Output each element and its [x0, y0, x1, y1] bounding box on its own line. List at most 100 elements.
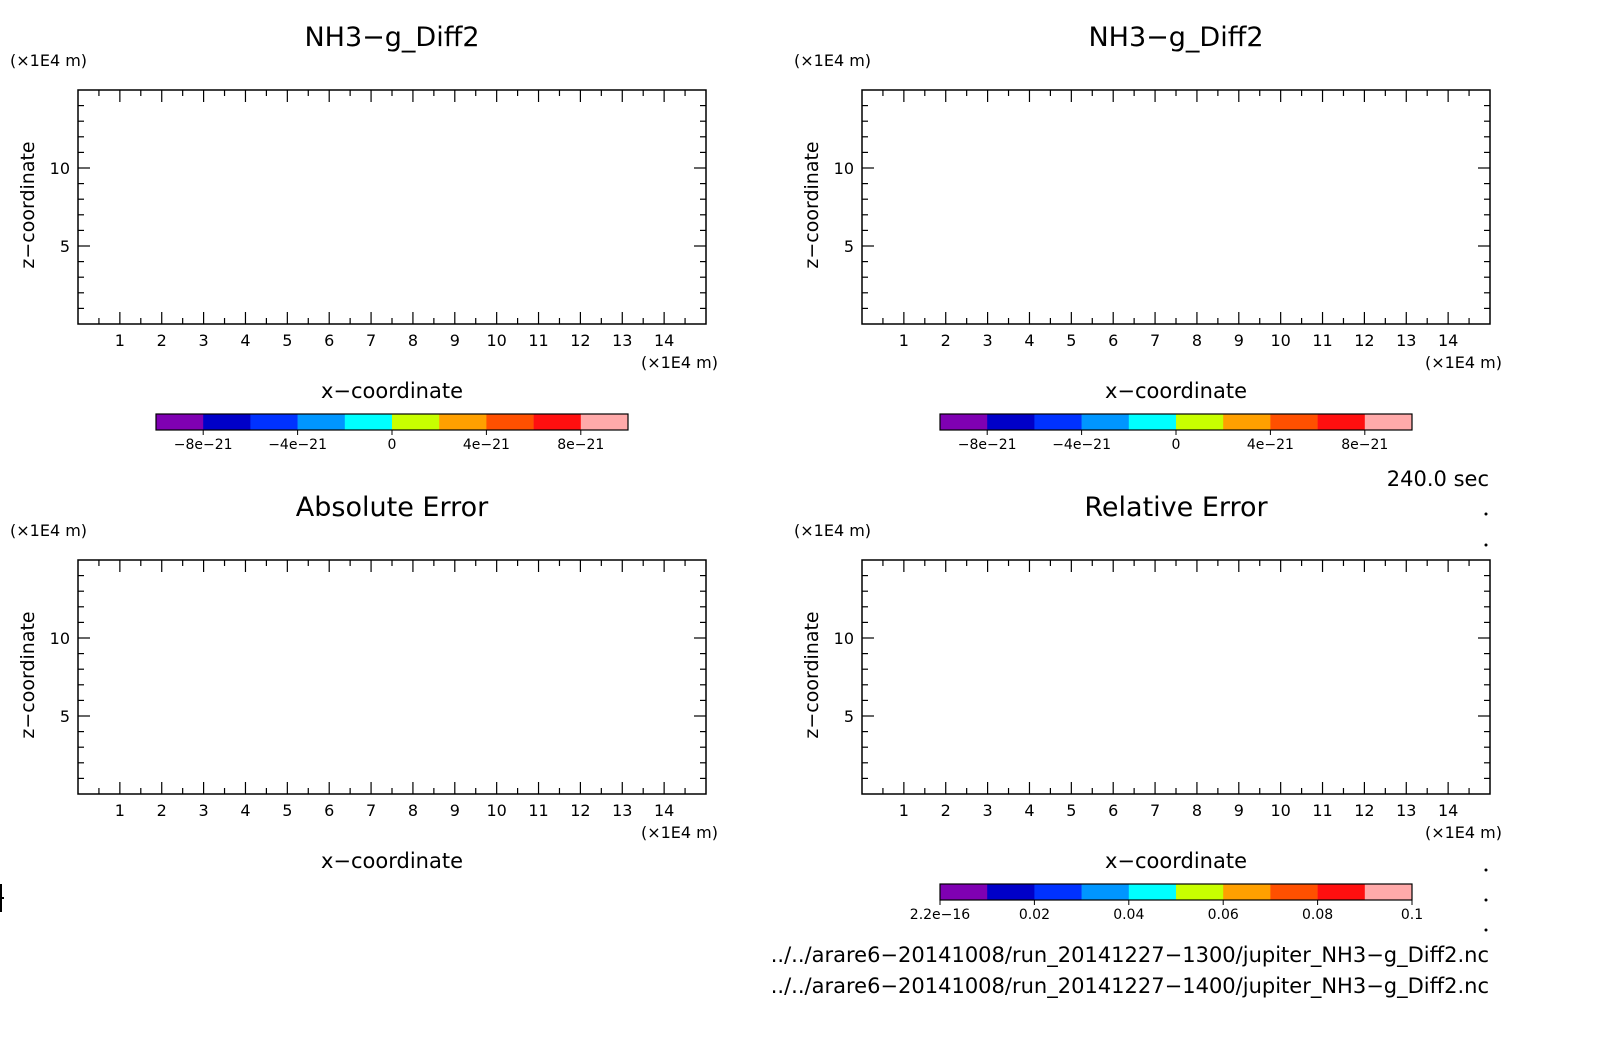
dot-marker: [1484, 543, 1488, 547]
colorbar-swatch: [439, 414, 487, 430]
colorbar-label: −4e−21: [1052, 437, 1111, 453]
colorbar-swatch: [1081, 414, 1130, 430]
x-tick-label: 10: [486, 801, 506, 820]
x-tick-label: 11: [1312, 801, 1332, 820]
chart-panel-3: Absolute Error(×1E4 m)1 2 3 4 5 6 7 8 9 10 11 12 13 1…: [10, 492, 718, 873]
colorbar-label: 8e−21: [557, 437, 604, 453]
colorbar-swatch: [1128, 884, 1177, 900]
x-tick-label: 5: [282, 331, 292, 350]
colorbar-swatch: [1176, 884, 1224, 900]
colorbar-swatch: [1034, 414, 1082, 430]
y-axis-label: z−coordinate: [17, 611, 39, 738]
x-axis-label: x−coordinate: [321, 849, 463, 873]
x-tick-label: 9: [1234, 801, 1244, 820]
colorbar-swatch: [580, 414, 629, 430]
colorbar-label: 4e−21: [1247, 437, 1294, 453]
x-axis-label: x−coordinate: [1105, 849, 1247, 873]
x-tick-label: 13: [1396, 801, 1416, 820]
x-tick-label: 8: [1192, 801, 1202, 820]
y-tick-label: 10: [834, 159, 854, 178]
y-axis-label: z−coordinate: [17, 141, 39, 268]
x-tick-label: 12: [1354, 801, 1374, 820]
y-tick-label: 5: [844, 237, 854, 256]
colorbar-frame: [939, 883, 1413, 901]
x-tick-label: 1: [115, 801, 125, 820]
x-tick-label: 14: [654, 331, 674, 350]
x-tick-label: 1: [899, 801, 909, 820]
y-tick-label: 5: [60, 707, 70, 726]
colorbar: −8e−21 −4e−21 0 4e−21 8e−21: [939, 413, 1413, 453]
plot-area: [861, 89, 1491, 325]
x-tick-label: 10: [1270, 801, 1290, 820]
x-tick-label: 3: [199, 331, 209, 350]
chart-panel-2: NH3−g_Diff2(×1E4 m)1 2 3 4 5 6 7 8 9 10 11 12 13 1451…: [794, 22, 1502, 453]
y-axis-unit: (×1E4 m): [794, 521, 871, 540]
time-label: 240.0 sec: [1387, 467, 1489, 491]
y-axis-unit: (×1E4 m): [10, 521, 87, 540]
x-tick-label: 2: [157, 331, 167, 350]
x-tick-label: 12: [570, 331, 590, 350]
x-tick-label: 14: [1438, 331, 1458, 350]
colorbar-swatch: [1223, 414, 1271, 430]
colorbar-swatch: [1317, 414, 1366, 430]
x-tick-label: 7: [366, 801, 376, 820]
x-tick-label: 11: [528, 801, 548, 820]
file-path: ../../arare6−20141008/run_20141227−1300/…: [771, 943, 1489, 968]
y-tick-label: 10: [50, 629, 70, 648]
x-tick-label: 5: [282, 801, 292, 820]
dot-marker: [1484, 512, 1488, 516]
dot-marker: [1484, 928, 1488, 932]
x-tick-label: 5: [1066, 801, 1076, 820]
colorbar-swatch: [940, 414, 988, 430]
x-tick-label: 13: [1396, 331, 1416, 350]
x-tick-label: 11: [1312, 331, 1332, 350]
x-tick-label: 9: [450, 801, 460, 820]
x-axis-unit: (×1E4 m): [641, 823, 718, 842]
colorbar-swatch: [156, 414, 204, 430]
chart-panel-1: NH3−g_Diff2(×1E4 m)1 2 3 4 5 6 7 8 9 10 11 12 13 1451…: [10, 22, 718, 453]
x-tick-label: 11: [528, 331, 548, 350]
dot-marker: [1484, 868, 1488, 872]
x-tick-label: 14: [654, 801, 674, 820]
x-tick-label: 12: [1354, 331, 1374, 350]
y-axis-label: z−coordinate: [801, 611, 823, 738]
y-tick-label: 10: [834, 629, 854, 648]
x-tick-label: 7: [1150, 331, 1160, 350]
x-tick-label: 5: [1066, 331, 1076, 350]
x-axis-label: x−coordinate: [1105, 379, 1247, 403]
colorbar-swatch: [203, 414, 251, 430]
file-path: ../../arare6−20141008/run_20141227−1400/…: [771, 974, 1489, 999]
x-tick-label: 2: [157, 801, 167, 820]
colorbar-swatch: [987, 414, 1035, 430]
colorbar-label: 0.08: [1302, 907, 1333, 923]
x-axis-unit: (×1E4 m): [1425, 353, 1502, 372]
colorbar-swatch: [940, 884, 988, 900]
x-tick-label: 10: [1270, 331, 1290, 350]
colorbar-label: 0.06: [1208, 907, 1239, 923]
chart-title: Relative Error: [1084, 492, 1268, 523]
colorbar-swatch: [1034, 884, 1082, 900]
colorbar-label: 0.04: [1113, 907, 1144, 923]
plot-area: [77, 89, 707, 325]
colorbar-swatch: [297, 414, 346, 430]
colorbar-swatch: [533, 414, 582, 430]
x-tick-label: 6: [1108, 331, 1118, 350]
colorbar-swatch: [1223, 884, 1271, 900]
chart-title: NH3−g_Diff2: [304, 22, 479, 53]
colorbar-label: 2.2e−16: [910, 907, 971, 923]
x-tick-label: 9: [1234, 331, 1244, 350]
colorbar-swatch: [1270, 884, 1318, 900]
colorbar-swatch: [1317, 884, 1366, 900]
x-tick-label: 8: [1192, 331, 1202, 350]
chart-title: NH3−g_Diff2: [1088, 22, 1263, 53]
x-tick-label: 3: [983, 801, 993, 820]
x-tick-label: 2: [941, 331, 951, 350]
colorbar-swatch: [250, 414, 298, 430]
x-tick-label: 6: [324, 801, 334, 820]
dot-marker: [1484, 898, 1488, 902]
x-tick-label: 8: [408, 801, 418, 820]
colorbar-label: 4e−21: [463, 437, 510, 453]
x-tick-label: 7: [366, 331, 376, 350]
colorbar-label: 0: [388, 437, 397, 453]
